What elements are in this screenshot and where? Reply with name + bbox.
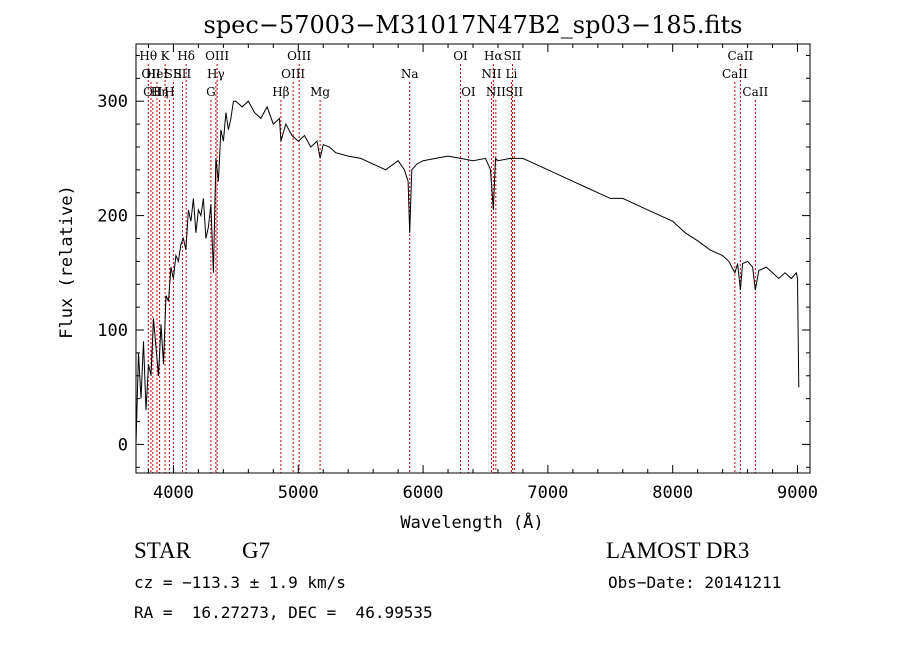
line-marker-label: OI xyxy=(453,49,468,63)
line-marker-label: OIII xyxy=(205,49,229,63)
line-marker-label: Hβ xyxy=(272,85,289,99)
line-marker-label: SII xyxy=(505,85,523,99)
survey-name: LAMOST DR3 xyxy=(606,538,750,563)
line-marker-label: G xyxy=(206,85,216,99)
x-tick-label-1: 5000 xyxy=(278,483,319,503)
y-tick-label-0: 0 xyxy=(118,435,128,455)
x-tick-label-2: 6000 xyxy=(403,483,444,503)
redshift-velocity: cz = −113.3 ± 1.9 km/s xyxy=(134,573,346,592)
x-axis: 4000 5000 6000 7000 8000 9000 xyxy=(147,44,818,503)
chart-title: spec−57003−M31017N47B2_sp03−185.fits xyxy=(204,11,743,39)
line-marker-label: Hθ xyxy=(139,49,157,63)
line-marker-label: Li xyxy=(506,67,518,81)
y-axis-label: Flux (relative) xyxy=(57,185,77,339)
y-axis: 0 100 200 300 xyxy=(97,54,810,468)
line-marker-label: HeI xyxy=(146,67,169,81)
object-subclass: G7 xyxy=(242,538,271,563)
line-marker-label: OII xyxy=(141,67,161,81)
line-marker-label: OIII xyxy=(287,49,311,63)
line-marker-label: Na xyxy=(401,67,419,81)
line-markers xyxy=(147,64,756,473)
x-tick-label-0: 4000 xyxy=(153,483,194,503)
line-marker-label: SII xyxy=(504,49,522,63)
x-tick-label-5: 9000 xyxy=(777,483,818,503)
coordinates: RA = 16.27273, DEC = 46.99535 xyxy=(134,603,433,622)
y-tick-label-3: 300 xyxy=(97,92,128,112)
line-marker-label: Mg xyxy=(310,85,330,99)
line-marker-label: OI xyxy=(461,85,476,99)
line-marker-labels: HθOIIOIIHeIHηKHSIIHδSIIGHγOIIIHβOIIIOIII… xyxy=(139,49,768,99)
line-marker-label: K xyxy=(161,49,171,63)
spectrum-line xyxy=(135,100,800,445)
line-marker-label: SII xyxy=(165,67,183,81)
line-marker-label: OII xyxy=(143,85,163,99)
x-tick-label-3: 7000 xyxy=(527,483,568,503)
line-marker-label: CaII xyxy=(722,67,748,81)
line-marker-label: H xyxy=(164,85,174,99)
y-tick-label-2: 200 xyxy=(97,207,128,227)
line-marker-label: CaII xyxy=(742,85,768,99)
line-marker-label: Hδ xyxy=(177,49,195,63)
line-marker-label: SII xyxy=(174,67,192,81)
x-tick-label-4: 8000 xyxy=(652,483,693,503)
line-marker-label: NII xyxy=(481,67,501,81)
line-marker-label: CaII xyxy=(727,49,753,63)
object-class: STAR xyxy=(134,538,191,563)
line-marker-label: Hα xyxy=(484,49,503,63)
x-axis-label: Wavelength (Å) xyxy=(400,511,543,533)
line-marker-label: Hη xyxy=(151,85,169,99)
line-marker-label: OIII xyxy=(281,67,305,81)
observation-date: Obs−Date: 20141211 xyxy=(608,573,782,592)
y-tick-label-1: 100 xyxy=(97,321,128,341)
line-marker-label: Hγ xyxy=(207,67,225,81)
line-marker-label: NII xyxy=(486,85,506,99)
plot-frame xyxy=(135,43,811,474)
